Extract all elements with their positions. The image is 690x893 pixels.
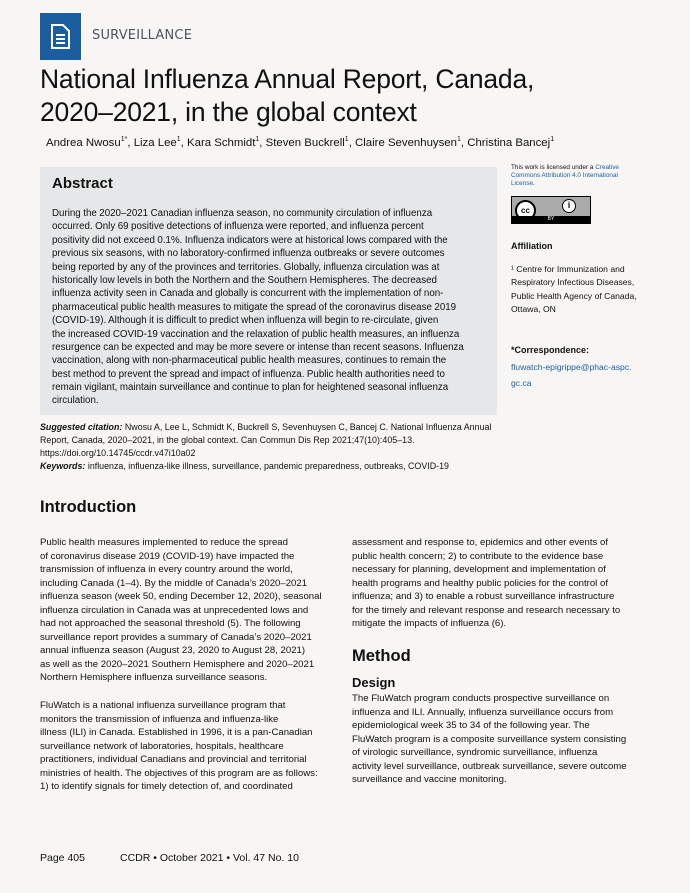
- citation-text: Nwosu A, Lee L, Schmidt K, Buckrell S, S…: [122, 422, 492, 432]
- author-affiliation-marker: 1: [255, 136, 260, 143]
- text-line: practitioners, individual Canadians and …: [40, 754, 307, 765]
- text-line: occurred. Only 69 positive detections of…: [52, 221, 424, 233]
- text-line: ministries of health. The objectives of …: [40, 767, 318, 779]
- abstract-text: During the 2020–2021 Canadian influenza …: [52, 207, 464, 408]
- text-line: activity level surveillance, outbreak su…: [352, 760, 627, 772]
- text-line: positivity did not exceed 0.1%. Influenz…: [52, 234, 448, 246]
- text-line: influenza; and 3) to enable a robust sur…: [352, 591, 615, 602]
- intro-paragraph-2-continued: assessment and response to, epidemics an…: [352, 536, 620, 631]
- text-line: surveillance and vaccine monitoring.: [352, 774, 507, 785]
- text-line: FluWatch program is a composite surveill…: [352, 733, 627, 745]
- text-line: surveillance report provides a summary o…: [40, 631, 312, 643]
- text-line: Public Health Agency of Canada,: [511, 290, 637, 301]
- keywords-label: Keywords:: [40, 461, 86, 471]
- text-line: necessary for planning, development and …: [352, 564, 606, 575]
- intro-paragraph-2: FluWatch is a national influenza surveil…: [40, 699, 318, 794]
- text-line: historically low levels in both the Nort…: [52, 274, 437, 286]
- text-line: influenza season (week 50, ending Decemb…: [40, 591, 322, 602]
- doi-link[interactable]: https://doi.org/10.14745/ccdr.v47i10a02: [40, 448, 196, 458]
- author-name: Christina Bancej: [467, 136, 551, 149]
- text-line: being reported by any of the provinces a…: [52, 261, 440, 273]
- text-line: previous six seasons, with no laboratory…: [52, 248, 445, 260]
- text-line: the increased COVID-19 vaccination and t…: [52, 328, 460, 340]
- author-affiliation-marker: 1*: [120, 136, 128, 143]
- text-line: including Canada (1–4). By the middle of…: [40, 577, 308, 589]
- text-line: public health concern; 2) to contribute …: [352, 550, 604, 562]
- author-name: Kara Schmidt: [187, 136, 256, 149]
- text-line: surveillance network of laboratories, ho…: [40, 740, 284, 752]
- introduction-heading: Introduction: [40, 498, 137, 516]
- abstract-heading: Abstract: [52, 175, 113, 192]
- text-line: FluWatch is a national influenza surveil…: [40, 700, 286, 711]
- text-line: annual influenza season (August 23, 2020…: [40, 645, 306, 656]
- author-affiliation-marker: 1: [550, 136, 555, 143]
- section-badge: [40, 13, 81, 60]
- text-line: ¹ Centre for Immunization and: [511, 264, 625, 274]
- text-line: pharmaceutical public health measures to…: [52, 301, 457, 313]
- text-line: resurgence can be expected and may be mo…: [52, 341, 464, 353]
- text-line: 1) to identify signals for timely detect…: [40, 781, 293, 792]
- person-icon: i: [562, 199, 576, 213]
- text-line: transmission of influenza in every count…: [40, 564, 293, 575]
- text-line: for the timely and relevant response and…: [352, 604, 621, 616]
- affiliation-text: ¹ Centre for Immunization and Respiratory…: [511, 263, 681, 317]
- license-note: This work is licensed under a Creative C…: [511, 164, 619, 187]
- text-line: vaccination, along with non-pharmaceutic…: [52, 355, 447, 367]
- citation-label: Suggested citation:: [40, 422, 123, 432]
- text-line: Public health measures implemented to re…: [40, 537, 288, 548]
- text-line: epidemiological week 35 to 34 of the fol…: [352, 720, 590, 731]
- intro-paragraph-1: Public health measures implemented to re…: [40, 536, 322, 685]
- text-line: monitors the transmission of influenza a…: [40, 713, 279, 725]
- text-line: The FluWatch program conducts prospectiv…: [352, 693, 610, 704]
- text-line: Ottawa, ON: [511, 304, 556, 315]
- author-list: Andrea Nwosu1*, Liza Lee1, Kara Schmidt1…: [46, 136, 555, 149]
- text-line: of coronavirus disease 2019 (COVID-19) h…: [40, 550, 295, 562]
- text-line: remain vigilant, maintain surveillance a…: [52, 382, 449, 394]
- document-icon: [51, 24, 70, 49]
- page-title-line-1: National Influenza Annual Report, Canada…: [40, 64, 535, 94]
- text-line: (COVID-19). Although it is difficult to …: [52, 315, 439, 327]
- text-line: of virologic surveillance, syndromic sur…: [352, 747, 598, 758]
- author-name: Liza Lee: [133, 136, 177, 149]
- text-line: had not approached the seasonal threshol…: [40, 618, 301, 629]
- by-label: BY: [512, 216, 590, 223]
- text-line: Respiratory Infectious Diseases,: [511, 277, 635, 288]
- page-number: Page 405: [40, 852, 85, 864]
- author-affiliation-marker: 1: [176, 136, 181, 143]
- text-line: illness (ILI) in Canada. Established in …: [40, 727, 313, 738]
- text-line: as well as the 2020–2021 Southern Hemisp…: [40, 658, 315, 670]
- text-line: assessment and response to, epidemics an…: [352, 537, 608, 548]
- cc-by-badge[interactable]: cc i BY: [511, 196, 591, 224]
- affiliation-heading: Affiliation: [511, 241, 553, 251]
- text-line: mitigate the impacts of influenza (6).: [352, 618, 507, 629]
- author-name: Andrea Nwosu: [46, 136, 121, 149]
- citation-text: Report, Canada, 2020–2021, in the global…: [40, 435, 415, 445]
- text-line: influenza and ILI. Annually, influenza s…: [352, 706, 614, 718]
- citation-block: Suggested citation: Nwosu A, Lee L, Schm…: [40, 421, 491, 473]
- author-name: Claire Sevenhuysen: [355, 136, 457, 149]
- author-affiliation-marker: 1: [456, 136, 461, 143]
- design-paragraph: The FluWatch program conducts prospectiv…: [352, 692, 627, 787]
- text-line: During the 2020–2021 Canadian influenza …: [52, 208, 433, 219]
- text-line: best method to prevent the spread and im…: [52, 368, 445, 380]
- sidebar: This work is licensed under a Creative C…: [511, 164, 681, 391]
- text-line: Northern Hemisphere influenza surveillan…: [40, 672, 268, 683]
- keywords-text: influenza, influenza-like illness, surve…: [85, 461, 449, 471]
- section-label: SURVEILLANCE: [92, 28, 193, 43]
- text-line: influenza activity seen in Canada and gl…: [52, 288, 444, 300]
- author-name: Steven Buckrell: [265, 136, 345, 149]
- text-line: circulation.: [52, 395, 99, 407]
- text-line: health programs and healthy public polic…: [352, 577, 608, 589]
- email-link[interactable]: fluwatch-epigrippe@phac-aspc. gc.ca: [511, 361, 632, 388]
- text-line: influenza circulation in Canada was at u…: [40, 604, 309, 616]
- author-affiliation-marker: 1: [344, 136, 349, 143]
- design-heading: Design: [352, 675, 396, 690]
- license-link[interactable]: Creative Commons Attribution 4.0 Interna…: [511, 164, 619, 187]
- abstract-box: [40, 167, 497, 415]
- correspondence-heading: *Correspondence:: [511, 344, 590, 355]
- method-heading: Method: [352, 647, 411, 665]
- page-title-line-2: 2020–2021, in the global context: [40, 97, 417, 127]
- journal-issue: CCDR • October 2021 • Vol. 47 No. 10: [120, 852, 299, 864]
